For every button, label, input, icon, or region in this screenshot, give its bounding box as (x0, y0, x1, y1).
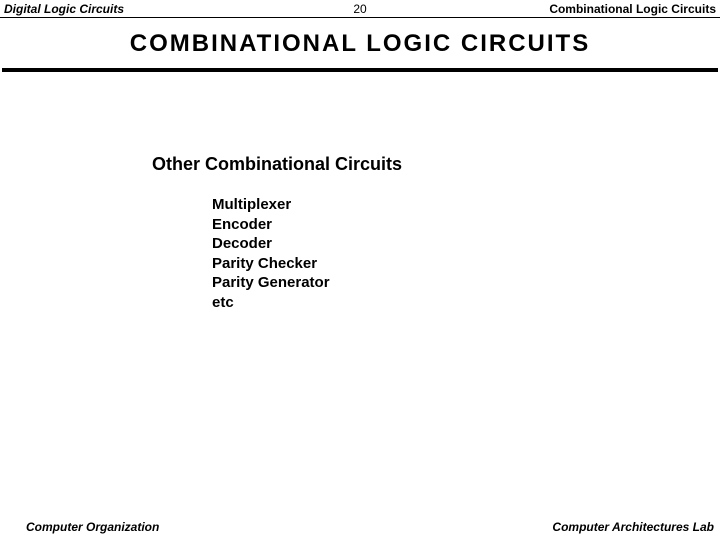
list-item: Encoder (212, 215, 720, 235)
list-item: Decoder (212, 234, 720, 254)
list-item: Parity Generator (212, 273, 720, 293)
footer-right-text: Computer Architectures Lab (552, 520, 714, 534)
title-divider (2, 68, 718, 72)
list-item: Multiplexer (212, 195, 720, 215)
page-title: COMBINATIONAL LOGIC CIRCUITS (0, 18, 720, 68)
list-item: Parity Checker (212, 254, 720, 274)
section-heading: Other Combinational Circuits (152, 154, 720, 175)
circuit-list: Multiplexer Encoder Decoder Parity Check… (212, 195, 720, 312)
footer-row: Computer Organization Computer Architect… (0, 520, 720, 534)
header-left-text: Digital Logic Circuits (4, 2, 124, 16)
list-item: etc (212, 293, 720, 313)
header-right-text: Combinational Logic Circuits (549, 2, 716, 16)
header-row: Digital Logic Circuits 20 Combinational … (0, 0, 720, 18)
footer-left-text: Computer Organization (6, 520, 159, 534)
page-number: 20 (353, 2, 366, 16)
